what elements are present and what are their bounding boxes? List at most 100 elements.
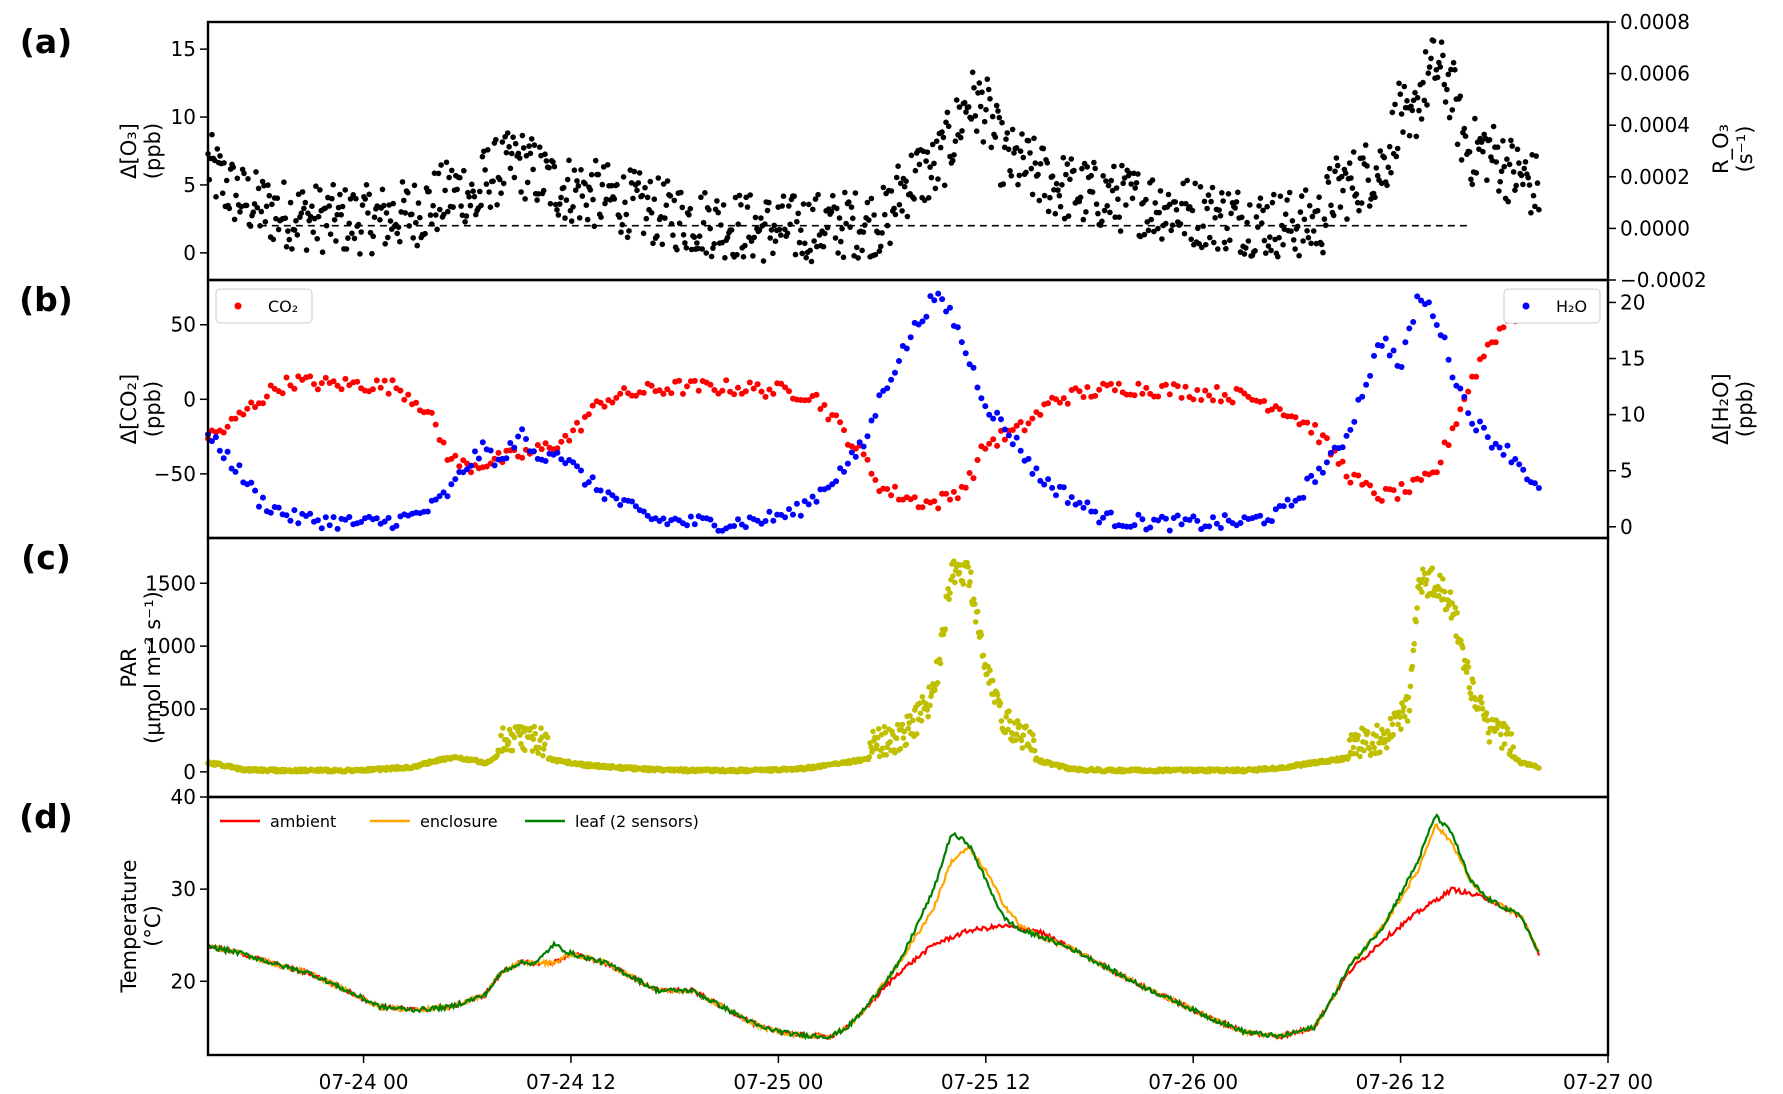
data-point (314, 517, 321, 524)
data-point (498, 732, 504, 739)
data-point (756, 227, 763, 233)
data-point (1141, 231, 1148, 238)
data-point (937, 144, 944, 151)
data-point (491, 462, 498, 469)
data-point (554, 449, 561, 456)
data-point (735, 221, 741, 227)
data-point (833, 478, 840, 485)
data-point (1374, 722, 1380, 729)
data-point (1284, 496, 1291, 503)
data-point (620, 174, 627, 180)
data-point (939, 129, 945, 135)
data-point (813, 498, 820, 505)
data-point (351, 235, 358, 242)
data-point (1516, 160, 1522, 166)
data-point (1397, 714, 1403, 720)
data-point (1104, 203, 1110, 209)
data-point (315, 213, 322, 220)
data-point (512, 140, 519, 147)
data-point (643, 215, 650, 222)
data-point (1357, 753, 1363, 760)
data-point (543, 158, 550, 164)
data-point (1009, 126, 1016, 133)
data-point (928, 174, 935, 181)
y-tick-label: 1000 (145, 634, 196, 658)
data-point (1165, 191, 1172, 198)
data-point (1019, 745, 1026, 751)
data-point (901, 728, 908, 735)
x-tick-label: 07-24 00 (319, 1070, 409, 1094)
data-point (1265, 243, 1272, 249)
x-tick-label: 07-25 00 (733, 1070, 823, 1094)
data-point (766, 386, 773, 393)
data-point (1468, 176, 1474, 183)
data-point (1031, 135, 1037, 142)
data-point (1386, 352, 1393, 359)
data-point (695, 387, 702, 394)
data-point (1316, 465, 1322, 472)
data-point (802, 240, 808, 247)
data-point (994, 692, 1001, 698)
y-tick-label: 0 (183, 760, 196, 784)
data-point (1457, 385, 1464, 392)
data-point (295, 520, 302, 527)
data-point (899, 208, 905, 214)
data-point (1531, 480, 1538, 487)
data-point (974, 608, 981, 615)
data-point (1466, 685, 1473, 691)
data-point (925, 195, 932, 201)
data-point (629, 498, 635, 505)
data-point (1018, 737, 1025, 744)
data-point (1479, 706, 1486, 712)
data-point (1407, 683, 1414, 690)
y-axis-label-line: Δ[CO₂] (117, 374, 141, 444)
data-point (530, 166, 536, 173)
data-point (542, 440, 549, 447)
data-point (1386, 143, 1393, 150)
data-point (1031, 747, 1038, 754)
data-point (866, 754, 872, 760)
data-point (558, 438, 565, 445)
data-point (616, 214, 623, 220)
y-tick-label: 10 (171, 105, 196, 129)
y-axis-label-line: Temperature (117, 859, 141, 993)
data-point (1128, 181, 1134, 187)
data-point (529, 748, 536, 754)
data-point (1528, 210, 1534, 216)
data-point (1053, 180, 1060, 187)
data-point (961, 99, 968, 106)
data-point (1280, 503, 1287, 510)
data-point (734, 251, 740, 258)
data-point (1064, 161, 1071, 167)
data-point (947, 590, 953, 596)
data-point (1421, 97, 1428, 104)
data-point (495, 449, 502, 456)
data-point (1064, 400, 1071, 407)
data-point (267, 382, 274, 389)
data-point (519, 454, 526, 461)
data-point (1155, 225, 1161, 232)
data-point (978, 632, 985, 638)
data-point (558, 456, 565, 463)
data-point (536, 744, 542, 751)
data-point (856, 439, 863, 446)
data-point (334, 525, 341, 532)
data-point (1414, 293, 1421, 300)
data-point (985, 86, 992, 93)
data-point (1229, 399, 1236, 406)
data-point (911, 494, 918, 501)
y-tick-label: 5 (183, 173, 196, 197)
data-point (1473, 427, 1480, 434)
data-point (1239, 214, 1245, 221)
data-point (691, 521, 698, 528)
data-point (1013, 422, 1020, 429)
data-point (1282, 211, 1289, 217)
data-point (1477, 418, 1483, 425)
data-point (887, 739, 893, 745)
data-point (1310, 228, 1317, 234)
data-point (660, 181, 667, 187)
right-y-axis-label-line: (s⁻¹) (1733, 126, 1757, 173)
data-point (281, 179, 287, 185)
data-point (1149, 177, 1156, 183)
data-point (631, 168, 638, 175)
